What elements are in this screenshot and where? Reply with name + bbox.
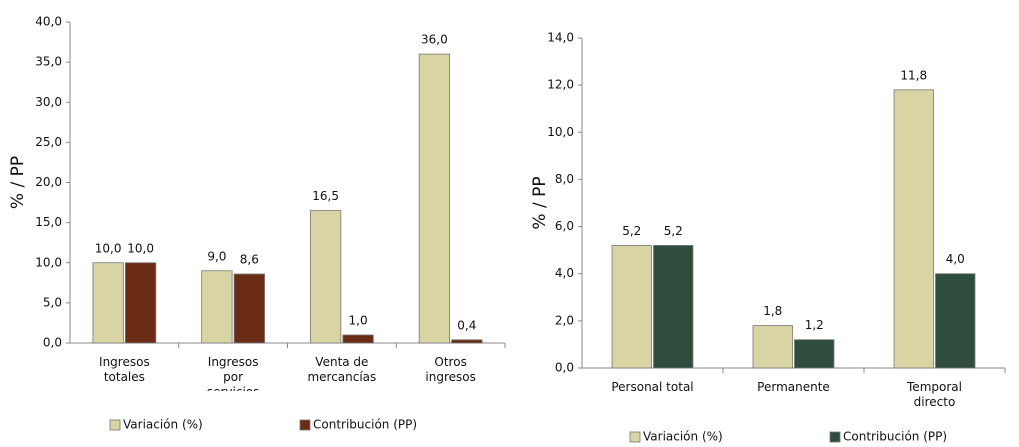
y-axis-label: % / PP [530,176,550,229]
value-label: 10,0 [127,241,154,255]
bar [893,89,934,369]
bar [611,245,652,369]
x-tick-label: Ingresos por servicios [207,355,260,391]
bar [233,273,265,344]
y-tick-label: 15,0 [35,215,62,229]
y-tick-label: 25,0 [35,135,62,149]
legend-label: Variación (%) [123,418,203,432]
value-label: 4,0 [946,252,965,266]
value-label: 1,2 [805,318,824,332]
value-label: 36,0 [421,33,448,47]
value-label: 10,0 [95,241,122,255]
legend-label: Contribución (PP) [313,418,417,432]
legend-swatch [299,419,311,431]
y-tick-label: 14,0 [547,31,574,45]
category-label-box: Venta de mercancías [307,355,377,384]
bar [92,262,124,344]
legend-label: Variación (%) [643,430,723,444]
x-tick-label: Personal total [611,380,694,394]
x-tick-label: Venta de mercancías [307,355,377,384]
value-label: 16,5 [312,189,339,203]
category-label-box: Permanente [757,380,830,394]
x-tick-label: Permanente [757,380,830,394]
bar [310,210,342,344]
value-label: 1,0 [349,313,368,327]
value-label: 0,4 [457,318,476,332]
y-tick-label: 4,0 [555,266,574,280]
y-tick-label: 12,0 [547,78,574,92]
y-tick-label: 5,0 [43,295,62,309]
x-tick-label: Temporal directo [907,380,962,409]
y-tick-label: 10,0 [547,125,574,139]
value-label: 5,2 [622,224,641,238]
bar [418,53,451,344]
y-tick-label: 35,0 [35,55,62,69]
value-label: 9,0 [207,249,226,263]
category-label-box: Ingresos por servicios [207,355,260,391]
value-label: 11,8 [900,68,927,82]
legend-swatch [829,431,841,443]
x-tick-label: Otros ingresos [425,355,476,384]
bar [451,339,483,344]
bar [794,339,835,369]
y-tick-label: 0,0 [43,336,62,350]
y-tick-label: 20,0 [35,175,62,189]
y-tick-label: 8,0 [555,172,574,186]
category-label-box: Otros ingresos [425,355,476,384]
y-axis-label: % / PP [8,156,28,209]
value-label: 1,8 [763,304,782,318]
y-tick-label: 40,0 [35,15,62,29]
x-tick-label: Ingresos totales [99,355,150,384]
legend-label: Contribución (PP) [843,430,947,444]
legend-swatch [629,431,641,443]
value-label: 8,6 [240,252,259,266]
bar [752,325,793,369]
bar [935,273,976,369]
bar [342,334,374,344]
bar [124,262,157,344]
bar [201,270,233,344]
y-tick-label: 30,0 [35,95,62,109]
legend-swatch [109,419,121,431]
y-tick-label: 2,0 [555,313,574,327]
value-label: 5,2 [664,224,683,238]
category-label-box: Ingresos totales [99,355,150,384]
y-tick-label: 10,0 [35,255,62,269]
category-label-box: Personal total [611,380,694,394]
bar [653,245,694,369]
y-tick-label: 6,0 [555,219,574,233]
category-label-box: Temporal directo [907,380,962,409]
y-tick-label: 0,0 [555,361,574,375]
